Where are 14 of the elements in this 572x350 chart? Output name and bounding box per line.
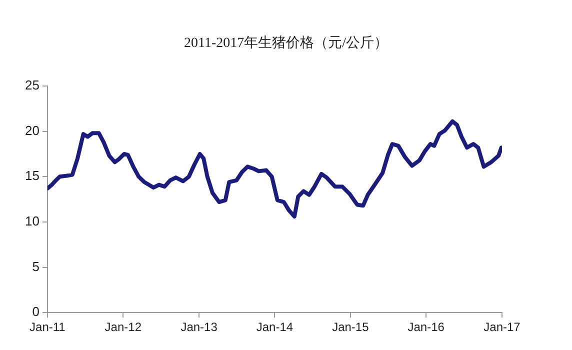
x-tick-label: Jan-11	[30, 320, 66, 334]
x-tick-label: Jan-14	[256, 320, 294, 334]
x-tick-label: Jan-13	[180, 320, 218, 334]
y-tick-label: 20	[24, 122, 40, 138]
x-tick-label: Jan-12	[104, 320, 142, 334]
chart-title: 2011-2017年生猪价格（元/公斤）	[182, 34, 390, 52]
y-tick-label: 5	[32, 258, 40, 274]
y-tick-label: 15	[24, 168, 40, 184]
x-tick-label: Jan-15	[332, 320, 370, 334]
x-tick-label: Jan-16	[408, 320, 445, 334]
y-tick-label: 0	[32, 304, 40, 320]
y-tick-label: 10	[24, 214, 40, 229]
x-tick-label: Jan-17	[484, 320, 521, 334]
y-tick-label: 25	[24, 78, 40, 93]
